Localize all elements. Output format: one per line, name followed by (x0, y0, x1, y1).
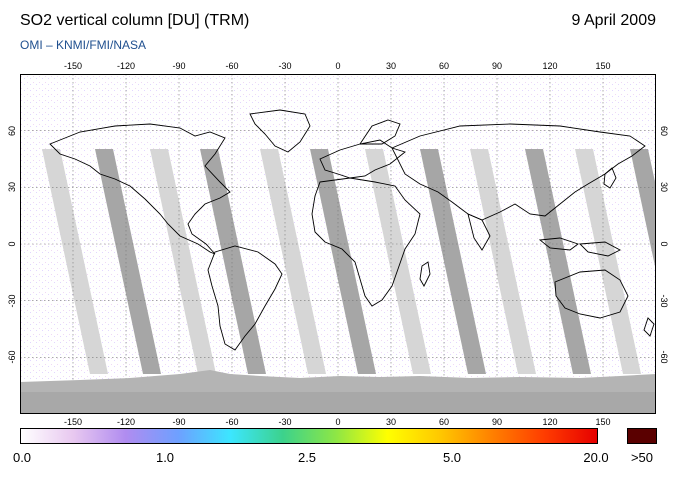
left-lat-tick: 30 (7, 182, 17, 193)
orbit-swath (95, 149, 161, 374)
bottom-lon-tick: -90 (172, 417, 186, 427)
orbit-swath (310, 149, 376, 374)
right-lat-tick: -60 (659, 350, 669, 364)
bottom-lon-tick: 150 (595, 417, 611, 427)
colorbar-overflow-swatch (627, 428, 657, 444)
left-lat-tick: -60 (7, 350, 17, 364)
top-lon-tick: 0 (335, 61, 341, 71)
left-lat-tick: -30 (7, 294, 17, 308)
top-lon-tick: 90 (491, 61, 503, 71)
right-lat-tick: 60 (659, 125, 669, 136)
map-date: 9 April 2009 (571, 12, 656, 29)
colorbar-label: 1.0 (155, 450, 175, 465)
orbit-swath (260, 149, 326, 374)
bottom-lon-tick: -150 (63, 417, 83, 427)
right-lat-tick: 30 (659, 182, 669, 193)
colorbar-label: 2.5 (297, 450, 317, 465)
orbit-swath (150, 149, 216, 374)
orbit-swath (420, 149, 486, 374)
map-title: SO2 vertical column [DU] (TRM) (20, 12, 250, 29)
bottom-lon-tick: -120 (116, 417, 136, 427)
orbit-swath (470, 149, 536, 374)
orbit-swath (575, 149, 641, 374)
top-lon-tick: -60 (225, 61, 239, 71)
orbit-swath (630, 149, 656, 271)
top-lon-tick: -30 (278, 61, 292, 71)
so2-world-map (20, 74, 656, 414)
graticule (20, 74, 656, 414)
bottom-lon-tick: 30 (385, 417, 397, 427)
colorbar-label: 20.0 (583, 450, 609, 465)
top-lon-tick: 30 (385, 61, 397, 71)
orbit-swath (365, 149, 431, 374)
right-lat-tick: -30 (659, 294, 669, 308)
bottom-lon-tick: 90 (491, 417, 503, 427)
orbit-swath (200, 149, 266, 374)
top-lon-tick: 60 (438, 61, 450, 71)
top-lon-tick: -90 (172, 61, 186, 71)
bottom-lon-tick: -60 (225, 417, 239, 427)
top-lon-tick: 120 (542, 61, 558, 71)
top-lon-tick: 150 (595, 61, 611, 71)
top-lon-tick: -150 (63, 61, 83, 71)
bottom-lon-tick: -30 (278, 417, 292, 427)
colorbar-overflow-label: >50 (630, 450, 654, 465)
left-lat-tick: 60 (7, 125, 17, 136)
top-lon-tick: -120 (116, 61, 136, 71)
map-subtitle: OMI – KNMI/FMI/NASA (20, 38, 147, 52)
south-no-data (20, 392, 656, 414)
coastlines (49, 109, 655, 351)
orbit-swath (525, 149, 591, 374)
bottom-lon-tick: 0 (335, 417, 341, 427)
right-lat-tick: 0 (659, 241, 669, 247)
orbit-swaths (42, 149, 656, 374)
bottom-lon-tick: 60 (438, 417, 450, 427)
map-frame (20, 74, 656, 414)
left-lat-tick: 0 (7, 241, 17, 247)
colorbar-label: 5.0 (442, 450, 462, 465)
orbit-swath (42, 149, 108, 374)
so2-colorbar (20, 428, 598, 444)
colorbar-label: 0.0 (12, 450, 32, 465)
bottom-lon-tick: 120 (542, 417, 558, 427)
